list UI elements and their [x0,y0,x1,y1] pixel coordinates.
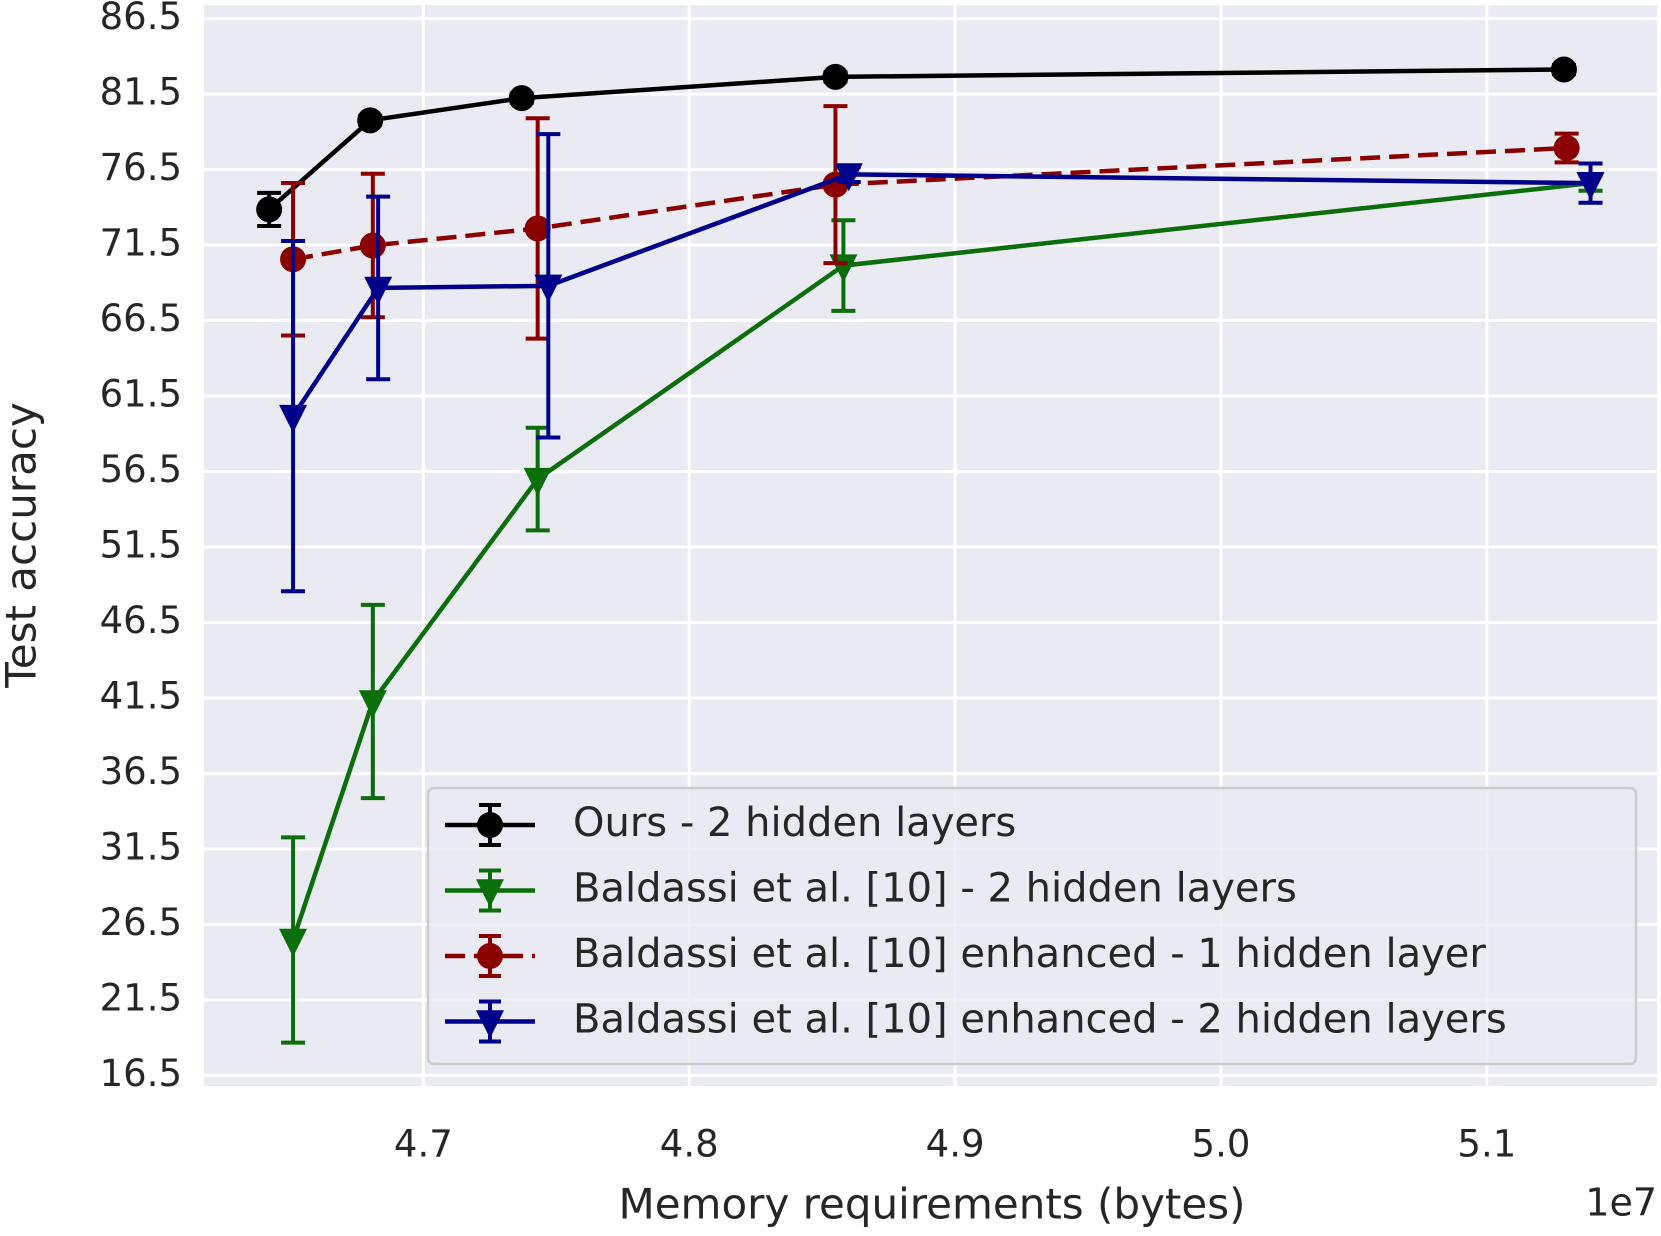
marker [508,85,535,112]
y-tick-label: 21.5 [100,976,182,1019]
x-offset-label: 1e7 [1585,1181,1657,1225]
marker [524,215,551,242]
marker [357,107,384,134]
y-tick-label: 26.5 [100,901,182,944]
y-tick-label: 71.5 [100,222,182,265]
x-tick-label: 4.9 [926,1123,985,1166]
marker [279,404,308,433]
y-tick-label: 46.5 [100,599,182,642]
x-tick-label: 4.7 [394,1123,453,1166]
legend-marker [477,812,503,838]
y-axis-label: Test accuracy [0,402,46,689]
marker [1550,56,1577,83]
y-tick-label: 51.5 [100,524,182,567]
x-tick-label: 4.8 [660,1123,719,1166]
y-tick-label: 31.5 [100,825,182,868]
marker [1576,171,1605,200]
marker [523,467,552,496]
y-tick-label: 66.5 [100,297,182,340]
legend-label: Baldassi et al. [10] enhanced - 1 hidden… [573,931,1486,977]
y-tick-label: 81.5 [100,71,182,114]
x-axis-label: Memory requirements (bytes) [618,1180,1245,1229]
legend-label: Baldassi et al. [10] enhanced - 2 hidden… [573,997,1507,1043]
legend-marker [477,943,503,969]
marker [256,196,283,223]
marker [279,928,308,957]
x-tick-label: 5.0 [1192,1123,1251,1166]
marker [364,276,393,305]
marker [534,274,563,303]
y-tick-label: 16.5 [100,1052,182,1095]
marker [359,232,386,259]
y-tick-label: 61.5 [100,373,182,416]
legend-label: Baldassi et al. [10] - 2 hidden layers [573,866,1297,912]
marker [834,163,863,192]
y-tick-label: 86.5 [100,0,182,38]
marker [822,63,849,90]
legend-box [426,786,1638,1066]
legend-marker [476,879,504,908]
y-tick-label: 41.5 [100,674,182,717]
x-tick-label: 5.1 [1457,1123,1516,1166]
legend-label: Ours - 2 hidden layers [573,800,1016,846]
y-tick-label: 56.5 [100,448,182,491]
legend-marker [476,1010,504,1039]
y-tick-label: 36.5 [100,750,182,793]
y-tick-label: 76.5 [100,146,182,189]
marker [1553,134,1580,161]
marker [358,690,387,719]
